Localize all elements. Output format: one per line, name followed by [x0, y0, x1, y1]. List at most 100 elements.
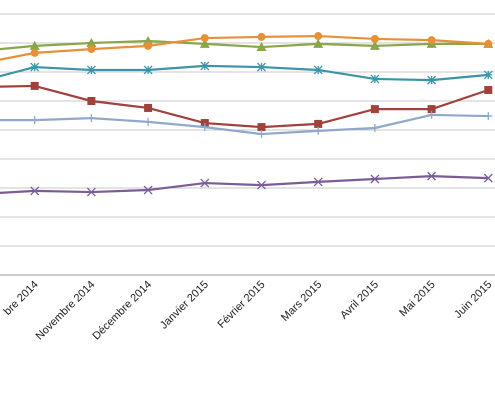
marker-shape [483, 173, 493, 183]
marker-shape [143, 65, 153, 75]
marker [143, 35, 154, 45]
marker [314, 32, 323, 41]
marker-shape [256, 42, 267, 52]
x-tick-label: Février 2015 [215, 279, 267, 331]
marker [314, 126, 323, 135]
marker-shape [30, 48, 39, 57]
marker [483, 173, 493, 183]
marker [87, 97, 96, 105]
series-line [0, 34, 489, 61]
marker-shape [313, 177, 323, 187]
marker-shape [144, 117, 153, 126]
marker-shape [144, 41, 153, 50]
marker [144, 41, 153, 50]
marker-shape [86, 187, 96, 197]
marker-shape [370, 74, 380, 84]
marker-shape [257, 32, 266, 41]
marker [144, 103, 153, 112]
series-line [0, 113, 489, 136]
marker-shape [143, 185, 153, 195]
marker [86, 65, 96, 75]
marker-shape [484, 39, 493, 48]
marker [427, 105, 436, 114]
marker-shape [427, 110, 436, 119]
series-line [0, 39, 489, 51]
marker [484, 39, 493, 48]
marker-shape [30, 62, 40, 72]
marker [370, 105, 379, 114]
marker-shape [313, 38, 324, 48]
marker [257, 130, 266, 139]
marker-shape [427, 75, 437, 85]
marker [257, 32, 266, 41]
marker [199, 38, 210, 48]
marker [313, 38, 324, 48]
marker-shape [427, 171, 437, 181]
marker [30, 62, 40, 72]
marker-shape [370, 105, 379, 114]
marker [427, 110, 436, 119]
marker [30, 48, 39, 57]
marker [257, 123, 266, 132]
marker-shape [370, 123, 379, 132]
marker-shape [484, 85, 493, 94]
marker-shape [314, 32, 323, 41]
marker [257, 62, 266, 72]
marker-shape [143, 35, 154, 45]
marker [257, 180, 266, 190]
marker-shape [30, 116, 39, 125]
x-tick-label: Novembre 2014 [34, 279, 98, 343]
x-tick-label: Mars 2015 [279, 279, 324, 324]
x-tick-label: Avril 2015 [338, 279, 381, 322]
marker [200, 119, 209, 128]
x-tick-label: Décembre 2014 [90, 279, 154, 343]
marker-shape [200, 61, 210, 71]
marker [86, 38, 97, 47]
marker-shape [370, 174, 380, 184]
marker [200, 178, 210, 188]
marker [256, 42, 267, 52]
marker-shape [257, 130, 266, 139]
marker [29, 40, 40, 50]
marker [30, 186, 40, 196]
marker [143, 185, 153, 195]
marker-shape [30, 81, 39, 90]
marker-shape [427, 36, 436, 45]
marker-shape [257, 123, 266, 132]
marker-shape [427, 105, 436, 114]
marker [370, 34, 379, 43]
marker [427, 171, 437, 181]
marker [483, 70, 493, 80]
marker-shape [30, 186, 40, 196]
marker-shape [314, 126, 323, 135]
series-line [0, 84, 489, 129]
marker-shape [87, 45, 96, 54]
marker-shape [200, 34, 209, 43]
marker [314, 119, 323, 128]
marker [427, 36, 436, 45]
marker-shape [314, 119, 323, 128]
marker-shape [86, 38, 97, 47]
marker [144, 117, 153, 126]
marker-shape [200, 178, 210, 188]
marker [427, 75, 437, 85]
x-tick-label: Janvier 2015 [158, 279, 211, 332]
marker [370, 123, 379, 132]
marker-shape [29, 40, 40, 50]
marker-shape [87, 97, 96, 105]
marker [370, 174, 380, 184]
marker [87, 45, 96, 54]
marker-shape [369, 40, 380, 50]
marker [87, 114, 96, 123]
marker-shape [257, 62, 266, 72]
marker-shape [257, 180, 266, 190]
x-tick-label: bre 2014 [2, 279, 41, 318]
marker [370, 74, 380, 84]
x-tick-label: Mai 2015 [397, 279, 437, 319]
marker [484, 112, 493, 121]
marker [200, 61, 210, 71]
marker-shape [200, 119, 209, 128]
marker-shape [200, 123, 209, 132]
marker-shape [199, 38, 210, 48]
